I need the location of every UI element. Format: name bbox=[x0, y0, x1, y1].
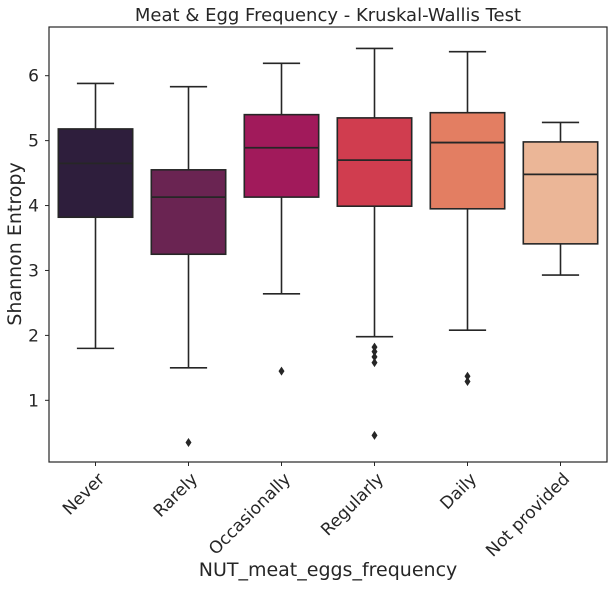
outlier-point bbox=[371, 347, 378, 357]
x-tick-label: Never bbox=[59, 469, 109, 519]
y-tick-label: 6 bbox=[28, 67, 39, 87]
chart-title: Meat & Egg Frequency - Kruskal-Wallis Te… bbox=[135, 5, 521, 26]
box-iqr bbox=[57, 128, 134, 219]
box-group bbox=[243, 62, 320, 376]
outlier-point bbox=[185, 438, 192, 448]
y-axis-ticks: 1 2 3 4 5 6 bbox=[28, 67, 49, 411]
boxes-layer bbox=[57, 47, 599, 448]
box-group bbox=[57, 82, 134, 350]
box-group bbox=[429, 50, 506, 386]
y-tick-label: 3 bbox=[28, 261, 39, 281]
x-axis-ticks: Never Rarely Occasionally Regularly Daily Not… bbox=[59, 462, 574, 561]
x-axis-label: NUT_meat_eggs_frequency bbox=[199, 559, 458, 581]
box-iqr bbox=[522, 141, 599, 245]
box-iqr bbox=[150, 169, 227, 256]
outlier-point bbox=[464, 371, 471, 381]
box-group bbox=[150, 85, 227, 448]
outlier-point bbox=[464, 376, 471, 386]
y-tick-label: 1 bbox=[28, 391, 39, 411]
box-iqr bbox=[243, 113, 320, 198]
x-tick-label: Daily bbox=[436, 469, 481, 514]
outlier-point bbox=[371, 352, 378, 362]
y-axis-label: Shannon Entropy bbox=[4, 162, 26, 325]
box-iqr bbox=[429, 111, 506, 210]
box-group bbox=[336, 47, 413, 440]
plot-frame bbox=[48, 26, 608, 463]
outlier-point bbox=[371, 342, 378, 352]
box-iqr bbox=[336, 117, 413, 207]
x-tick-label: Regularly bbox=[317, 469, 388, 540]
x-tick-label: Rarely bbox=[150, 469, 202, 521]
box-group bbox=[522, 121, 599, 276]
outlier-point bbox=[371, 358, 378, 368]
outlier-point bbox=[278, 366, 285, 376]
y-tick-label: 4 bbox=[28, 197, 39, 217]
x-tick-label: Occasionally bbox=[205, 469, 295, 559]
x-tick-label: Not provided bbox=[482, 469, 574, 561]
y-tick-label: 2 bbox=[28, 326, 39, 346]
y-tick-label: 5 bbox=[28, 132, 39, 152]
outlier-point bbox=[371, 430, 378, 440]
